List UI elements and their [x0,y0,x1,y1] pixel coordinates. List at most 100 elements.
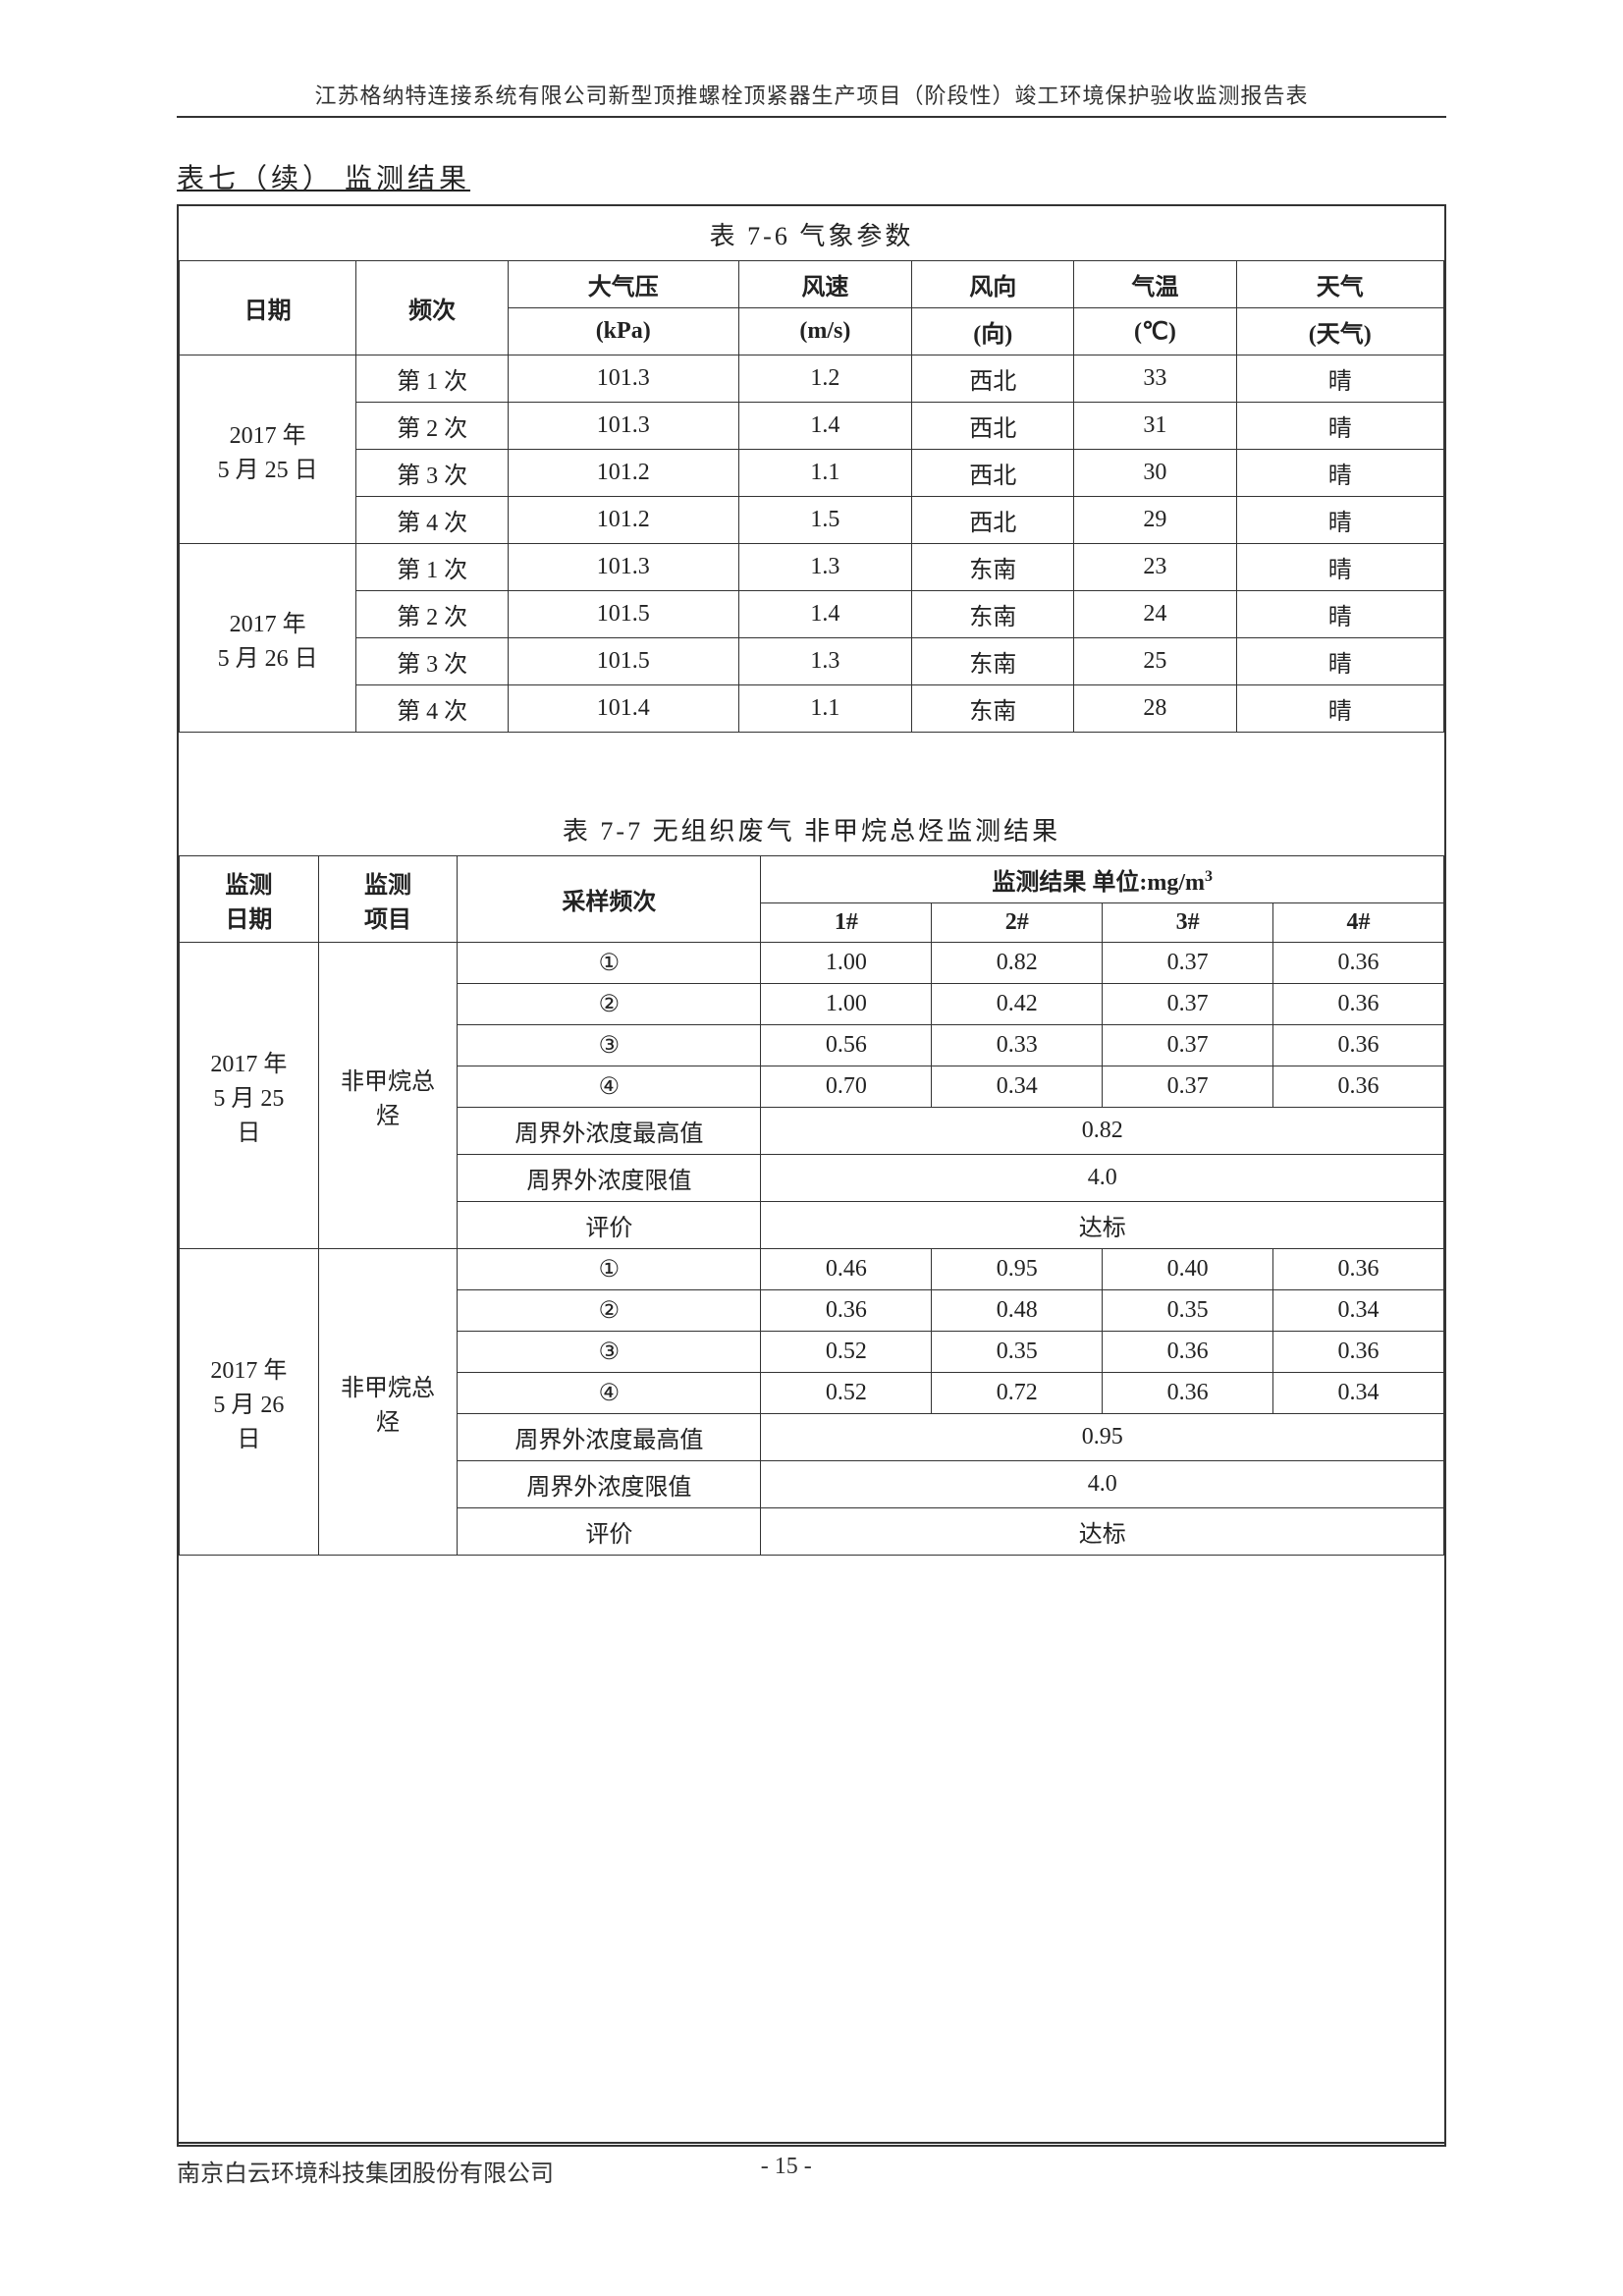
cell-temp: 29 [1074,497,1236,544]
cell-windspeed: 1.4 [738,591,912,638]
cell-windspeed: 1.5 [738,497,912,544]
cell-temp: 33 [1074,355,1236,403]
cell-winddir: 东南 [912,638,1074,685]
cell-value: 0.36 [1273,1249,1444,1290]
col-windspeed-unit: (m/s) [738,308,912,355]
cell-temp: 28 [1074,685,1236,733]
col-freq: 采样频次 [458,856,761,943]
table-row: 2017 年 5 月 25 日第 1 次101.31.2西北33晴 [180,355,1444,403]
cell-value: 0.56 [761,1025,932,1066]
cell-value: 1.00 [761,984,932,1025]
cell-value: 1.00 [761,943,932,984]
label-eval: 评价 [458,1508,761,1556]
table-row: 第 2 次101.31.4西北31晴 [180,403,1444,450]
cell-value: 0.36 [761,1290,932,1332]
cell-date: 2017 年 5 月 25 日 [180,355,356,544]
table-row: 第 4 次101.21.5西北29晴 [180,497,1444,544]
value-eval: 达标 [761,1202,1444,1249]
cell-freq: 第 1 次 [356,544,509,591]
cell-freq: ① [458,943,761,984]
value-eval: 达标 [761,1508,1444,1556]
col-date: 监测 日期 [180,856,319,943]
cell-windspeed: 1.3 [738,544,912,591]
col-weather-unit: (天气) [1236,308,1444,355]
cell-value: 0.42 [932,984,1103,1025]
cell-weather: 晴 [1236,591,1444,638]
value-max: 0.95 [761,1414,1444,1461]
label-max: 周界外浓度最高值 [458,1108,761,1155]
cell-freq: ③ [458,1332,761,1373]
cell-freq: ④ [458,1066,761,1108]
cell-weather: 晴 [1236,355,1444,403]
cell-windspeed: 1.2 [738,355,912,403]
cell-value: 0.36 [1273,1332,1444,1373]
table-header-row: 日期 频次 大气压 风速 风向 气温 天气 [180,261,1444,308]
table-7-6-title: 表 7-6 气象参数 [179,206,1444,260]
cell-windspeed: 1.1 [738,450,912,497]
cell-value: 0.36 [1273,943,1444,984]
cell-value: 0.52 [761,1373,932,1414]
page: 江苏格纳特连接系统有限公司新型顶推螺栓顶紧器生产项目（阶段性）竣工环境保护验收监… [0,0,1623,2296]
cell-value: 0.52 [761,1332,932,1373]
cell-date: 2017 年 5 月 26 日 [180,1249,319,1556]
col-winddir-unit: (向) [912,308,1074,355]
cell-winddir: 东南 [912,591,1074,638]
cell-temp: 25 [1074,638,1236,685]
col-1: 1# [761,903,932,943]
cell-value: 0.37 [1103,943,1273,984]
table-row: 2017 年 5 月 26 日非甲烷总 烃①0.460.950.400.36 [180,1249,1444,1290]
cell-freq: ② [458,984,761,1025]
table-7-7: 监测 日期 监测 项目 采样频次 监测结果 单位:mg/m3 1# 2# 3# … [179,855,1444,1556]
cell-value: 0.34 [1273,1290,1444,1332]
cell-value: 0.36 [1103,1373,1273,1414]
cell-value: 0.48 [932,1290,1103,1332]
col-winddir: 风向 [912,261,1074,308]
col-pressure: 大气压 [508,261,738,308]
value-max: 0.82 [761,1108,1444,1155]
cell-date: 2017 年 5 月 25 日 [180,943,319,1249]
cell-temp: 31 [1074,403,1236,450]
cell-date: 2017 年 5 月 26 日 [180,544,356,733]
cell-freq: ③ [458,1025,761,1066]
cell-freq: 第 1 次 [356,355,509,403]
table-header-row: 监测 日期 监测 项目 采样频次 监测结果 单位:mg/m3 [180,856,1444,903]
cell-value: 0.35 [1103,1290,1273,1332]
col-temp: 气温 [1074,261,1236,308]
footer: 南京白云环境科技集团股份有限公司 - 15 - [177,2142,1446,2188]
col-temp-unit: (℃) [1074,308,1236,355]
label-max: 周界外浓度最高值 [458,1414,761,1461]
cell-value: 0.36 [1273,1025,1444,1066]
cell-weather: 晴 [1236,544,1444,591]
col-windspeed: 风速 [738,261,912,308]
label-limit: 周界外浓度限值 [458,1155,761,1202]
cell-weather: 晴 [1236,450,1444,497]
cell-temp: 23 [1074,544,1236,591]
table-row: 第 2 次101.51.4东南24晴 [180,591,1444,638]
table-row: 2017 年 5 月 26 日第 1 次101.31.3东南23晴 [180,544,1444,591]
cell-pressure: 101.3 [508,355,738,403]
col-item: 监测 项目 [318,856,458,943]
cell-value: 0.40 [1103,1249,1273,1290]
cell-temp: 24 [1074,591,1236,638]
col-result-header: 监测结果 单位:mg/m3 [761,856,1444,903]
cell-freq: 第 2 次 [356,591,509,638]
result-header-text: 监测结果 单位:mg/m [992,870,1205,896]
col-weather: 天气 [1236,261,1444,308]
cell-pressure: 101.3 [508,544,738,591]
value-limit: 4.0 [761,1461,1444,1508]
cell-weather: 晴 [1236,638,1444,685]
col-pressure-unit: (kPa) [508,308,738,355]
cell-value: 0.33 [932,1025,1103,1066]
table-7-6: 日期 频次 大气压 风速 风向 气温 天气 (kPa) (m/s) (向) (℃… [179,260,1444,733]
cell-winddir: 东南 [912,685,1074,733]
content-box: 表 7-6 气象参数 日期 频次 大气压 风速 风向 气温 天气 (kPa) (… [177,204,1446,2147]
cell-value: 0.37 [1103,1025,1273,1066]
cell-value: 0.35 [932,1332,1103,1373]
cell-value: 0.72 [932,1373,1103,1414]
cell-weather: 晴 [1236,685,1444,733]
section-title: 表七（续） 监测结果 [177,157,1446,196]
col-4: 4# [1273,903,1444,943]
cell-windspeed: 1.1 [738,685,912,733]
cell-freq: ② [458,1290,761,1332]
cell-item: 非甲烷总 烃 [318,1249,458,1556]
